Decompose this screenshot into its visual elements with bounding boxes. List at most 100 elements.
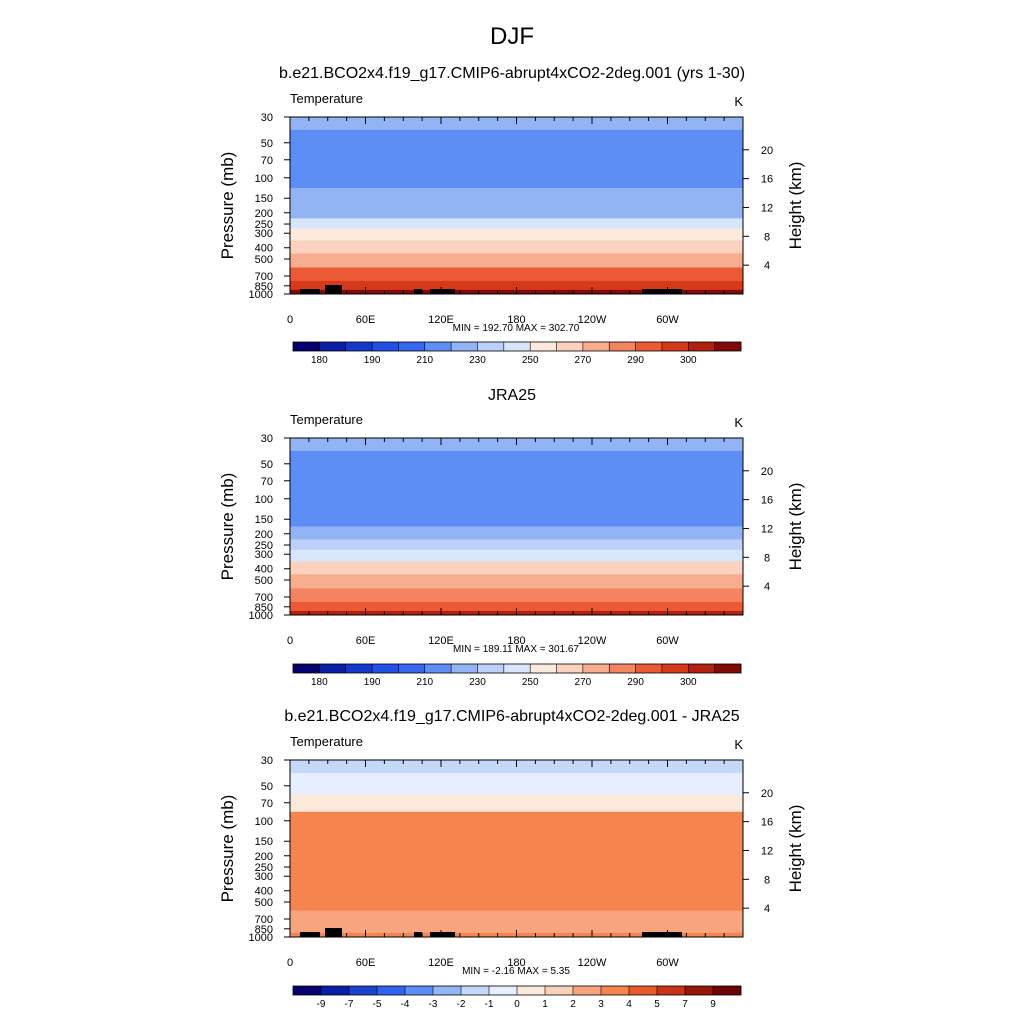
y-tick-label: 300 xyxy=(255,871,273,883)
y-tick-label: 700 xyxy=(255,592,273,604)
y-tick-label: 700 xyxy=(255,271,273,283)
colorbar-label: 7 xyxy=(682,999,688,1010)
topography-mask xyxy=(414,289,422,294)
colorbar-swatch xyxy=(556,342,584,351)
colorbar-label: 180 xyxy=(311,355,328,366)
panel-2: JRA25 Temperature K 0 60E 120E 180 120W 60W 30 50 7… xyxy=(218,387,805,688)
colorbar-label: 270 xyxy=(575,355,592,366)
colorbar-swatch xyxy=(433,986,462,995)
colorbar-swatch xyxy=(582,664,610,673)
contour-band xyxy=(290,910,743,925)
y-right-tick-label: 20 xyxy=(761,788,773,800)
y-tick-label: 300 xyxy=(255,228,273,240)
y-tick-label: 150 xyxy=(255,193,273,205)
topography-mask xyxy=(300,289,320,294)
topography-mask xyxy=(430,289,455,294)
colorbar-label: 190 xyxy=(364,677,381,688)
colorbar-swatch xyxy=(573,986,602,995)
topography-mask xyxy=(642,932,682,937)
y-tick-label: 70 xyxy=(261,798,273,810)
colorbar-swatch xyxy=(713,986,742,995)
colorbar-swatch xyxy=(635,664,663,673)
min-max-stats: MIN = 192.70 MAX = 302.70 xyxy=(453,323,580,334)
colorbar-label: 230 xyxy=(469,355,486,366)
colorbar-label: -1 xyxy=(485,999,494,1010)
colorbar-swatch xyxy=(345,342,373,351)
y-tick-label: 50 xyxy=(261,781,273,793)
contour-band xyxy=(290,450,743,473)
contour-band xyxy=(290,151,743,170)
topography-mask xyxy=(414,932,422,937)
colorbar-swatch xyxy=(451,664,478,673)
colorbar-label: 300 xyxy=(680,355,697,366)
y-right-tick-label: 12 xyxy=(761,202,773,214)
colorbar-label: 210 xyxy=(416,355,433,366)
contour-band xyxy=(290,861,743,873)
colorbar-label: 290 xyxy=(627,677,644,688)
y-right-tick-label: 8 xyxy=(764,231,770,243)
contour-band xyxy=(290,240,743,254)
contour-band xyxy=(290,848,743,862)
x-tick-label: 120W xyxy=(578,635,607,647)
colorbar-label: 270 xyxy=(575,677,592,688)
colorbar-swatch xyxy=(424,664,452,673)
colorbar-label: 210 xyxy=(416,677,433,688)
x-tick-label: 0 xyxy=(287,635,293,647)
colorbar-label: 180 xyxy=(311,677,328,688)
y-tick-label: 400 xyxy=(255,564,273,576)
contour-band xyxy=(290,871,743,884)
colorbar-swatch xyxy=(321,986,350,995)
colorbar-label: 290 xyxy=(627,355,644,366)
colorbar-swatch xyxy=(503,664,531,673)
colorbar-swatch xyxy=(530,342,557,351)
y-tick-label: 100 xyxy=(255,816,273,828)
colorbar-label: -3 xyxy=(429,999,438,1010)
x-tick-label: 0 xyxy=(287,957,293,969)
colorbar-swatch xyxy=(293,664,320,673)
x-tick-label: 60E xyxy=(356,314,376,326)
y-tick-label: 30 xyxy=(261,112,273,124)
topography-mask xyxy=(300,932,320,937)
colorbar-swatch xyxy=(398,342,426,351)
contour-band xyxy=(290,168,743,189)
colorbar-label: 1 xyxy=(542,999,548,1010)
contour-band xyxy=(290,811,743,832)
colorbar-label: 190 xyxy=(364,355,381,366)
y-tick-label: 200 xyxy=(255,851,273,863)
colorbar-label: 230 xyxy=(469,677,486,688)
x-tick-label: 0 xyxy=(287,314,293,326)
y-right-tick-label: 12 xyxy=(761,523,773,535)
x-tick-label: 60E xyxy=(356,635,376,647)
topography-mask xyxy=(430,932,455,937)
contour-band xyxy=(290,588,743,603)
x-tick-label: 180 xyxy=(507,314,525,326)
y-tick-label: 500 xyxy=(255,897,273,909)
y-tick-label: 30 xyxy=(261,755,273,767)
colorbar-frame xyxy=(292,663,742,674)
colorbar-swatch xyxy=(293,342,320,351)
min-max-stats: MIN = 189.11 MAX = 301.67 xyxy=(453,644,579,655)
x-tick-label: 60W xyxy=(656,635,679,647)
colorbar-swatch xyxy=(530,664,557,673)
colorbar-label: -4 xyxy=(401,999,410,1010)
colorbar-swatch xyxy=(319,342,347,351)
x-tick-label: 180 xyxy=(507,957,525,969)
y-axis-title: Pressure (mb) xyxy=(218,795,237,903)
y-tick-label: 100 xyxy=(255,494,273,506)
y-right-axis-title: Height (km) xyxy=(786,805,805,893)
y-tick-label: 300 xyxy=(255,549,273,561)
contour-band xyxy=(290,561,743,575)
colorbar-swatch xyxy=(582,342,610,351)
panel-title: b.e21.BCO2x4.f19_g17.CMIP6-abrupt4xCO2-2… xyxy=(284,708,739,725)
y-right-axis-title: Height (km) xyxy=(786,162,805,250)
colorbar-label: -7 xyxy=(345,999,354,1010)
y-tick-label: 150 xyxy=(255,836,273,848)
colorbar-swatch xyxy=(451,342,478,351)
colorbar-swatch xyxy=(345,664,373,673)
y-tick-label: 1000 xyxy=(249,610,273,622)
colorbar-swatch xyxy=(489,986,518,995)
y-right-tick-label: 16 xyxy=(761,817,773,829)
y-tick-label: 70 xyxy=(261,476,273,488)
colorbar-swatch xyxy=(377,986,406,995)
